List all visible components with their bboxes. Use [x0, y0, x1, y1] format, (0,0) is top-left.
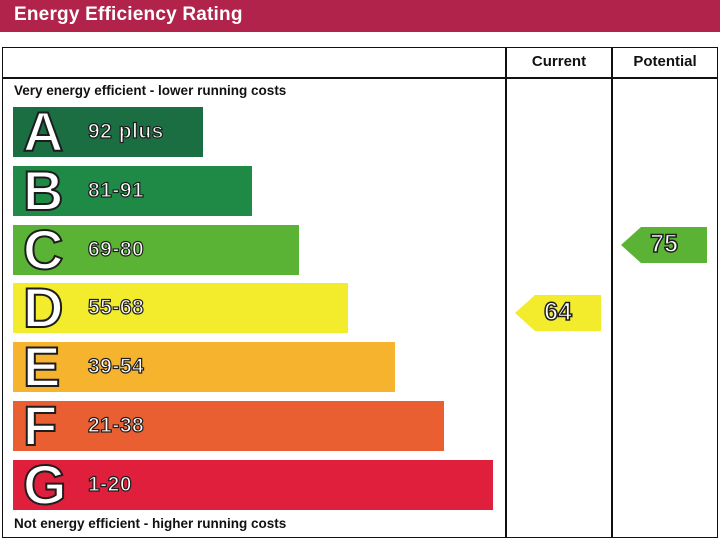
band-letter: G	[22, 452, 68, 517]
rating-band-b: B 81-91	[13, 158, 252, 223]
note-top: Very energy efficient - lower running co…	[14, 83, 287, 98]
rating-table	[2, 47, 718, 538]
potential-arrow-shape	[621, 226, 707, 263]
band-letter: A	[22, 99, 64, 164]
current-rating-arrow: 64	[515, 295, 601, 332]
band-range: 92 plus	[87, 119, 164, 143]
rating-band-g: G 1-20	[13, 452, 493, 517]
page-title: Energy Efficiency Rating	[14, 4, 243, 25]
rating-band-e: E 39-54	[13, 334, 395, 399]
band-range: 81-91	[87, 178, 145, 202]
band-letter: D	[22, 275, 64, 340]
rating-band-f: F 21-38	[13, 393, 444, 458]
rating-band-c: C 69-80	[13, 217, 299, 282]
band-range: 39-54	[87, 355, 145, 379]
current-rating-value: 64	[543, 298, 572, 328]
potential-arrow-fill	[621, 226, 707, 263]
current-arrow-fill	[515, 295, 601, 332]
rating-band-d: D 55-68	[13, 275, 348, 340]
column-header-current: Current	[531, 53, 587, 70]
band-letter: C	[22, 217, 64, 282]
potential-rating-value: 75	[649, 229, 678, 259]
band-letter: E	[22, 334, 61, 399]
band-range: 69-80	[87, 237, 145, 261]
note-bottom: Not energy efficient - higher running co…	[14, 516, 287, 531]
header-divider	[2, 77, 718, 79]
rating-band-a: A 92 plus	[13, 99, 203, 164]
band-range: 21-38	[87, 413, 145, 437]
current-arrow-shape	[515, 295, 601, 332]
divider-current	[505, 47, 507, 538]
potential-rating-arrow: 75	[621, 226, 707, 263]
divider-potential	[611, 47, 613, 538]
band-range: 1-20	[87, 472, 133, 496]
column-header-potential: Potential	[633, 53, 697, 70]
band-range: 55-68	[87, 296, 145, 320]
title-bar: Energy Efficiency Rating	[0, 0, 720, 32]
band-letter: F	[22, 393, 58, 458]
band-letter: B	[22, 158, 64, 223]
